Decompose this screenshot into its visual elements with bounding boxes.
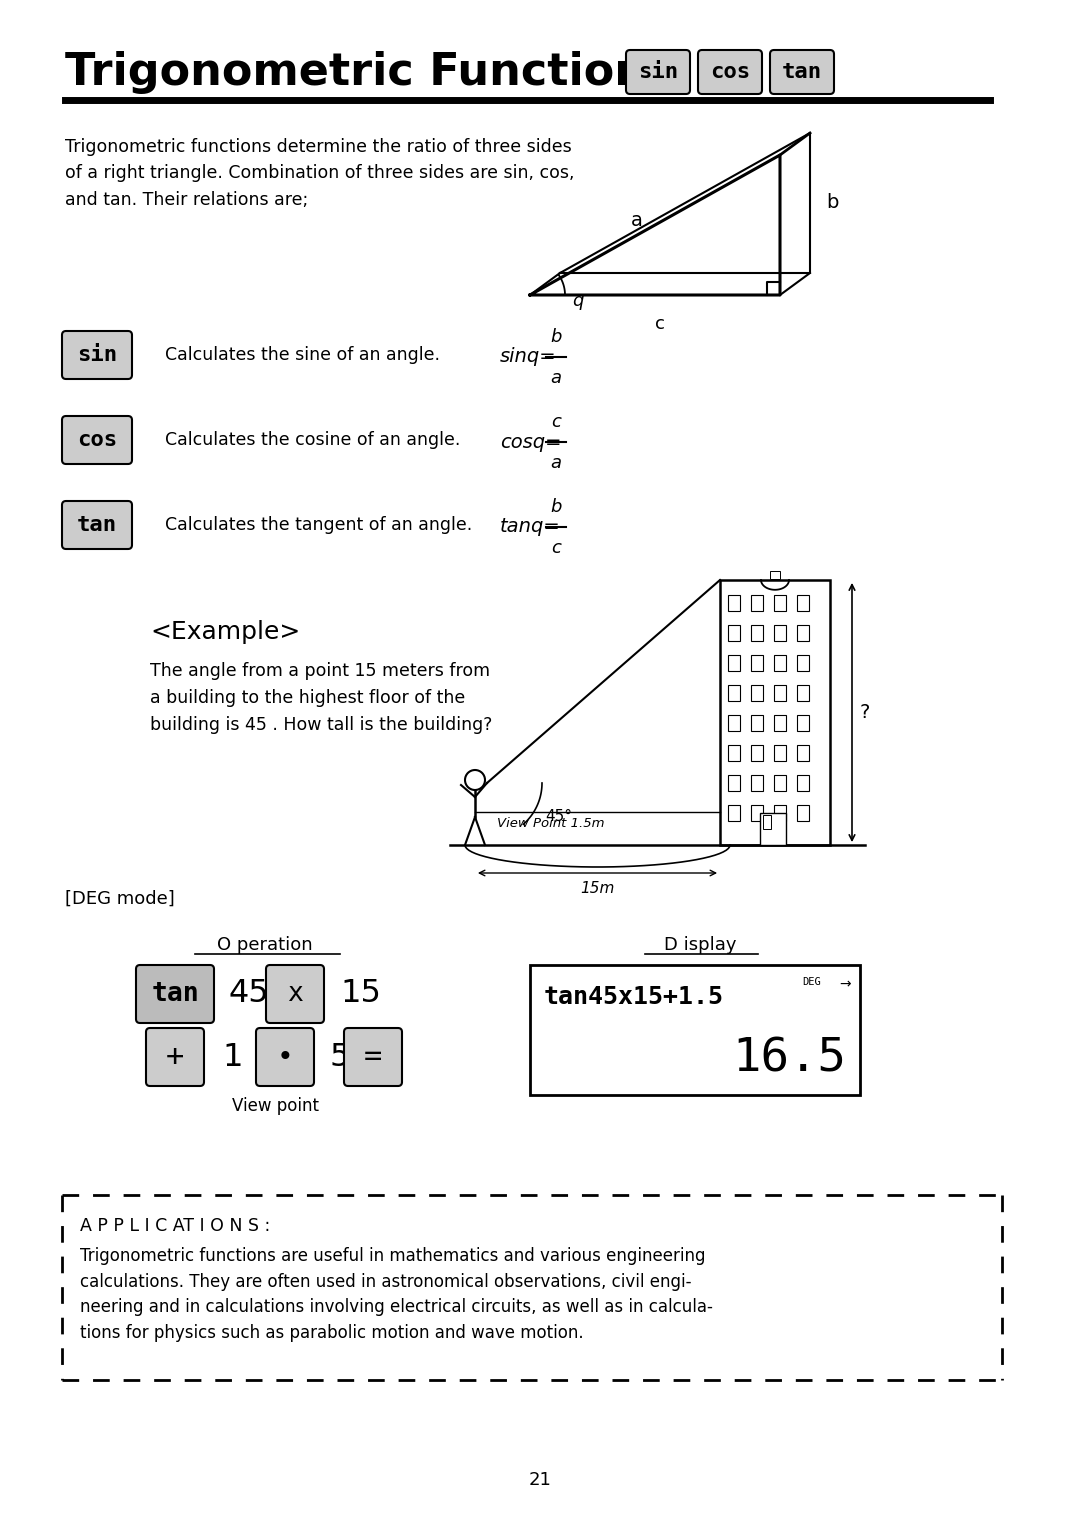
Bar <box>62 1195 1002 1380</box>
Bar <box>751 806 762 821</box>
Text: +: + <box>166 1042 185 1071</box>
Bar <box>797 655 809 671</box>
Text: q: q <box>572 291 583 310</box>
Bar <box>728 716 740 731</box>
Text: 21: 21 <box>528 1471 552 1489</box>
Bar <box>774 655 786 671</box>
Text: View point: View point <box>231 1097 319 1116</box>
Text: ?: ? <box>860 703 870 722</box>
Text: <Example>: <Example> <box>150 620 300 644</box>
Text: 16.5: 16.5 <box>732 1036 846 1080</box>
Text: O peration: O peration <box>217 935 313 954</box>
Text: cosq=: cosq= <box>500 432 562 452</box>
Text: b: b <box>826 194 838 212</box>
Text: sin: sin <box>77 345 117 365</box>
Text: tan: tan <box>77 514 117 536</box>
Text: •: • <box>276 1042 294 1071</box>
Text: Calculates the cosine of an angle.: Calculates the cosine of an angle. <box>165 430 460 449</box>
Text: Trigonometric functions are useful in mathematics and various engineering
calcul: Trigonometric functions are useful in ma… <box>80 1247 713 1341</box>
FancyBboxPatch shape <box>626 50 690 95</box>
Text: View Point 1.5m: View Point 1.5m <box>497 816 605 830</box>
Bar <box>770 571 780 578</box>
FancyBboxPatch shape <box>770 50 834 95</box>
Bar <box>774 716 786 731</box>
Text: Calculates the tangent of an angle.: Calculates the tangent of an angle. <box>165 516 472 534</box>
Bar <box>797 806 809 821</box>
Bar <box>774 626 786 641</box>
FancyBboxPatch shape <box>62 417 132 464</box>
Bar <box>728 655 740 671</box>
Text: 45°: 45° <box>545 809 572 824</box>
Text: A P P L I C AT I O N S :: A P P L I C AT I O N S : <box>80 1218 270 1235</box>
Text: b: b <box>551 328 562 346</box>
Text: tan45x15+1.5: tan45x15+1.5 <box>544 984 724 1009</box>
Bar <box>774 775 786 790</box>
FancyBboxPatch shape <box>256 1029 314 1087</box>
Text: b: b <box>551 497 562 516</box>
Bar <box>797 626 809 641</box>
Text: tanq=: tanq= <box>500 517 561 537</box>
Bar <box>751 775 762 790</box>
Text: 15m: 15m <box>580 881 615 896</box>
Bar <box>751 626 762 641</box>
Text: a: a <box>631 211 643 229</box>
Text: cos: cos <box>710 63 751 82</box>
Text: Trigonometric Functions: Trigonometric Functions <box>65 50 673 93</box>
Text: tan: tan <box>782 63 822 82</box>
Text: 1: 1 <box>222 1042 243 1073</box>
FancyBboxPatch shape <box>266 964 324 1022</box>
Text: →: → <box>839 977 851 990</box>
Text: 5: 5 <box>330 1042 350 1073</box>
Bar <box>751 595 762 610</box>
Bar <box>797 745 809 761</box>
Bar <box>720 580 831 845</box>
Text: a: a <box>551 369 562 388</box>
Text: a: a <box>551 455 562 472</box>
Bar <box>760 813 786 845</box>
Bar <box>762 815 771 829</box>
Text: Calculates the sine of an angle.: Calculates the sine of an angle. <box>165 346 440 365</box>
Bar <box>728 626 740 641</box>
Bar <box>797 685 809 700</box>
Bar <box>797 716 809 731</box>
Bar <box>774 806 786 821</box>
Bar <box>751 745 762 761</box>
Bar <box>530 964 860 1096</box>
Bar <box>774 745 786 761</box>
Bar <box>751 716 762 731</box>
FancyBboxPatch shape <box>698 50 762 95</box>
Text: Trigonometric functions determine the ratio of three sides
of a right triangle. : Trigonometric functions determine the ra… <box>65 137 575 209</box>
FancyBboxPatch shape <box>62 501 132 549</box>
Bar <box>728 806 740 821</box>
Text: 45: 45 <box>228 978 269 1010</box>
FancyBboxPatch shape <box>146 1029 204 1087</box>
FancyBboxPatch shape <box>345 1029 402 1087</box>
FancyBboxPatch shape <box>136 964 214 1022</box>
Bar <box>774 685 786 700</box>
Text: D isplay: D isplay <box>664 935 737 954</box>
Bar <box>774 595 786 610</box>
Bar <box>728 775 740 790</box>
Text: c: c <box>551 414 561 430</box>
Text: tan: tan <box>151 981 199 1007</box>
Bar <box>797 595 809 610</box>
Bar <box>751 655 762 671</box>
Text: cos: cos <box>77 430 117 450</box>
Text: [DEG mode]: [DEG mode] <box>65 890 175 908</box>
Text: sin: sin <box>638 63 678 82</box>
Text: c: c <box>551 539 561 557</box>
Text: 15: 15 <box>340 978 381 1010</box>
Text: =: = <box>364 1042 382 1071</box>
Bar <box>797 775 809 790</box>
Text: DEG: DEG <box>802 977 821 987</box>
Text: The angle from a point 15 meters from
a building to the highest floor of the
bui: The angle from a point 15 meters from a … <box>150 662 492 734</box>
Text: c: c <box>656 314 665 333</box>
FancyBboxPatch shape <box>62 331 132 378</box>
Bar <box>728 745 740 761</box>
Text: x: x <box>287 981 302 1007</box>
Bar <box>728 595 740 610</box>
Text: sinq=: sinq= <box>500 348 556 366</box>
Bar <box>728 685 740 700</box>
Bar <box>751 685 762 700</box>
